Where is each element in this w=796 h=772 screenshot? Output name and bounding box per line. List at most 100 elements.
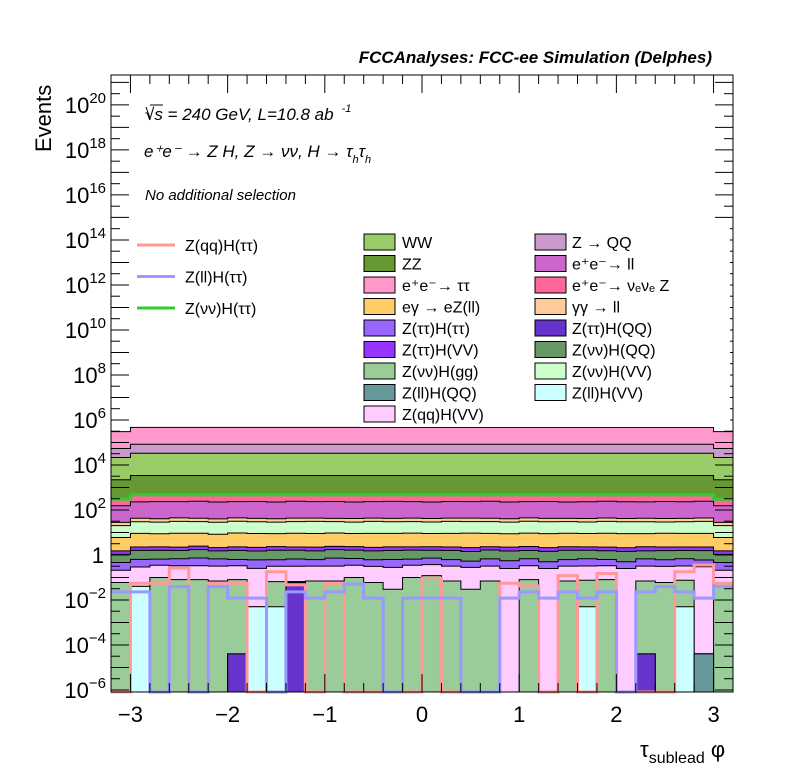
legend-label: Z(νν)H(QQ): [572, 343, 656, 360]
legend-swatch-ll: [534, 298, 567, 315]
legend-label: e⁺e⁻→ ττ: [402, 278, 470, 295]
y-axis-label: Events: [31, 85, 56, 152]
legend-swatch-z-ll-h-qq: [363, 384, 396, 401]
legend-swatch-z-h-qq: [534, 341, 567, 358]
x-tick-label: −1: [312, 702, 337, 727]
legend-label: Z(qq)H(VV): [402, 407, 484, 424]
y-tick-exp: 14: [89, 225, 106, 242]
y-tick-label: 10−4: [64, 630, 106, 658]
axes: 10−610−410−21102104106108101010121014101…: [64, 75, 734, 727]
legend-label: e⁺e⁻→ νₑνₑ Z: [572, 278, 669, 295]
legend-swatch-z-h-gg: [363, 362, 396, 380]
y-tick-base: 10: [64, 633, 88, 658]
y-tick-base: 10: [64, 588, 88, 613]
legend-label: Z(ll)H(QQ): [402, 386, 477, 403]
x-tick-label: 3: [707, 702, 719, 727]
y-tick-label: 1018: [65, 135, 106, 163]
y-tick-base: 10: [73, 408, 97, 433]
legend-label: ZZ: [402, 257, 422, 274]
legend-swatch-z-h-qq: [534, 319, 567, 337]
chart-title: FCCAnalyses: FCC-ee Simulation (Delphes): [359, 48, 713, 67]
y-tick-label: 10−2: [64, 585, 106, 613]
y-tick-exp: 18: [89, 135, 106, 152]
y-tick-exp: −4: [89, 630, 106, 647]
legend-label: Z(νν)H(gg): [402, 364, 478, 381]
y-tick-base: 10: [73, 453, 97, 478]
legend-label: Z(ττ)H(VV): [402, 343, 479, 360]
x-label-main: τ: [640, 737, 649, 762]
legend-swatch-z-ll-h-vv: [534, 384, 567, 401]
signal-line-z-h: [111, 493, 733, 501]
y-tick-base: 10: [64, 678, 88, 703]
legend-swatch-e-ez-ll: [363, 298, 396, 315]
x-tick-label: 1: [513, 702, 525, 727]
y-tick-base: 10: [65, 318, 89, 343]
x-axis-label: τsublead φ: [640, 737, 725, 767]
y-tick-label: 1: [92, 543, 104, 568]
energy-lumi-label: √s = 240 GeV, L=10.8 ab -1: [145, 103, 351, 124]
energy-sup: -1: [342, 103, 352, 115]
x-tick-label: −3: [118, 702, 143, 727]
legend-label: Z(ll)H(ττ): [185, 270, 247, 287]
legend-label: WW: [402, 235, 433, 252]
y-tick-exp: −2: [89, 585, 106, 602]
y-tick-exp: 16: [89, 180, 106, 197]
legend-label: Z → QQ: [572, 235, 632, 252]
y-tick-label: 1020: [65, 90, 106, 118]
legend-swatch-z-h-vv: [534, 362, 567, 380]
y-tick-base: 10: [65, 138, 89, 163]
legend-label: Z(νν)H(ττ): [185, 301, 256, 318]
process-label: e⁺e⁻ → Z H, Z → νν, H → τhτh: [144, 142, 371, 166]
legend-swatch-z-h-vv: [363, 341, 396, 358]
y-tick-exp: 20: [89, 90, 106, 107]
x-label-suffix: φ: [705, 737, 725, 762]
legend: Z(qq)H(ττ) Z(ll)H(ττ) Z(νν)H(ττ) WW ZZ e⁺e⁻→ …: [137, 228, 730, 427]
y-tick-base: 10: [73, 363, 97, 388]
signal-line-z-ll-h: [111, 582, 733, 694]
x-tick-label: −2: [215, 702, 240, 727]
y-tick-exp: −6: [89, 675, 106, 692]
y-tick-label: 104: [73, 450, 106, 478]
y-tick-base: 10: [73, 498, 97, 523]
legend-swatch-z-qq: [534, 233, 567, 251]
legend-label: Z(qq)H(ττ): [185, 238, 258, 255]
legend-label: eγ → eZ(ll): [402, 300, 480, 317]
process-sub2: h: [365, 154, 371, 166]
legend-swatch-e-e-z: [534, 276, 567, 294]
x-tick-label: 0: [416, 702, 428, 727]
sqrt-sign-icon: [145, 106, 151, 119]
x-label-sub: sublead: [649, 750, 705, 767]
process-mid: τ: [359, 142, 367, 161]
legend-swatch-e-e: [363, 276, 396, 294]
process-text: e⁺e⁻ → Z H, Z → νν, H → τ: [144, 142, 354, 161]
y-tick-label: 1014: [65, 225, 106, 253]
y-tick-exp: 4: [98, 450, 106, 467]
energy-text: √s = 240 GeV, L=10.8 ab: [145, 105, 334, 124]
legend-swatch-ww: [363, 233, 396, 251]
y-tick-base: 10: [65, 183, 89, 208]
legend-label: Z(ττ)H(ττ): [402, 321, 470, 338]
y-tick-label: 106: [73, 405, 106, 433]
y-tick-base: 10: [65, 228, 89, 253]
y-tick-exp: 2: [98, 495, 106, 512]
y-tick-exp: 8: [98, 360, 106, 377]
y-tick-base: 10: [65, 273, 89, 298]
y-tick-base: 10: [65, 93, 89, 118]
y-tick-label: 10−6: [64, 675, 106, 703]
y-tick-exp: 6: [98, 405, 106, 422]
legend-label: Z(νν)H(VV): [572, 364, 652, 381]
process-sub1: h: [353, 154, 359, 166]
x-tick-label: 2: [610, 702, 622, 727]
legend-label: Z(ll)H(VV): [572, 386, 643, 403]
y-tick-label: 1012: [65, 270, 106, 298]
legend-label: γγ → ll: [572, 300, 620, 317]
legend-swatch-z-qq-h-vv: [363, 405, 396, 423]
y-tick-label: 1010: [65, 315, 106, 343]
y-tick-label: 102: [73, 495, 106, 523]
legend-swatch-zz: [363, 255, 396, 272]
legend-label: Z(ττ)H(QQ): [572, 321, 652, 338]
y-tick-label: 108: [73, 360, 106, 388]
selection-label: No additional selection: [145, 187, 296, 204]
